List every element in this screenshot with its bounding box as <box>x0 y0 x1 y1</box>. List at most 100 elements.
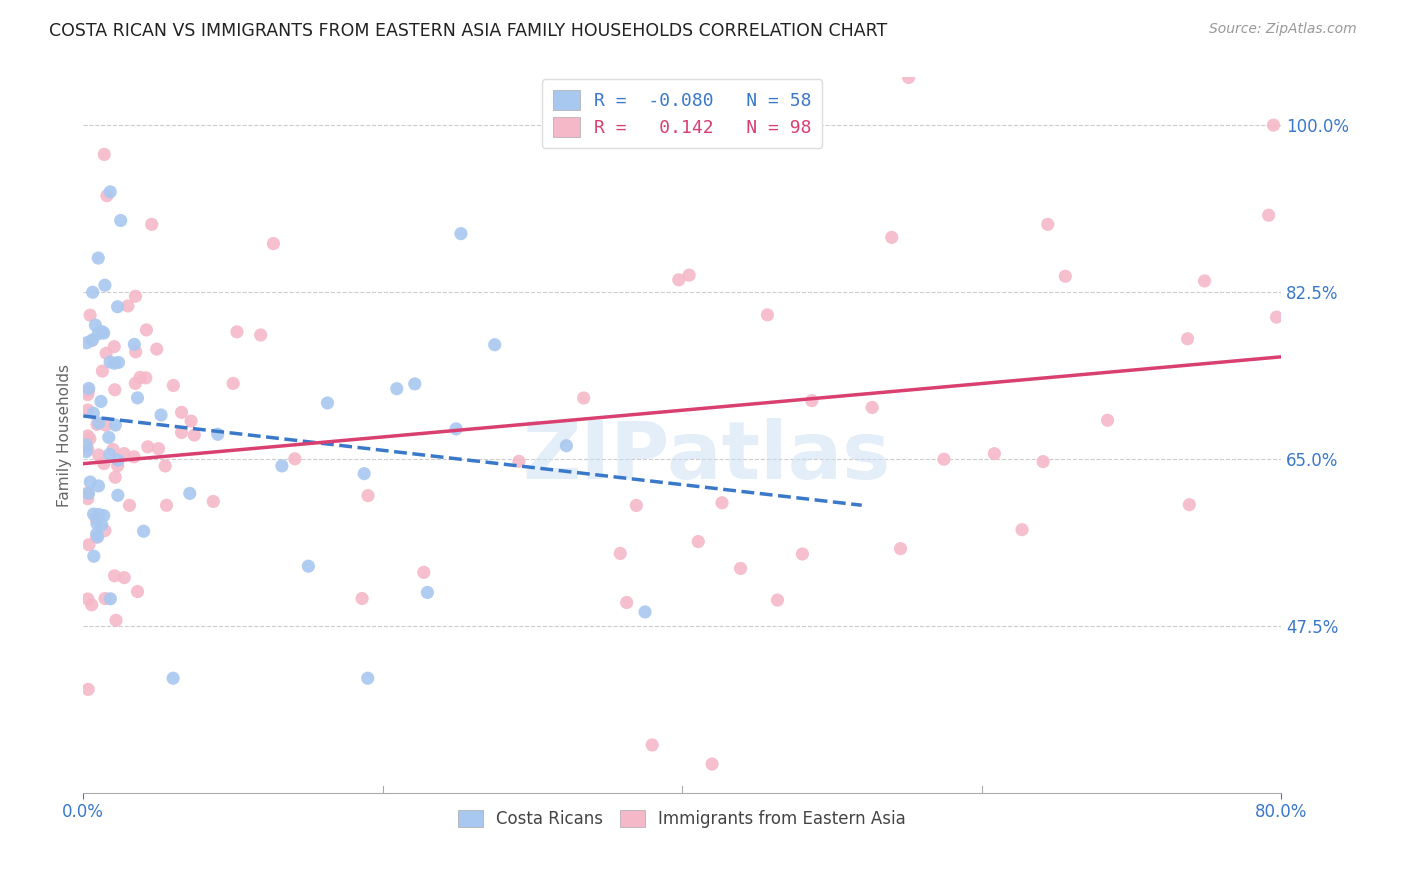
Point <box>77 381 100 395</box>
Point <box>77 384 100 398</box>
Point <box>222 376 245 391</box>
Point <box>668 273 690 287</box>
Point <box>484 337 506 351</box>
Text: COSTA RICAN VS IMMIGRANTS FROM EASTERN ASIA FAMILY HOUSEHOLDS CORRELATION CHART: COSTA RICAN VS IMMIGRANTS FROM EASTERN A… <box>49 22 887 40</box>
Point <box>880 230 903 244</box>
Point <box>87 479 110 493</box>
Point <box>94 278 117 293</box>
Point <box>107 300 129 314</box>
Point <box>1265 310 1288 324</box>
Point <box>353 467 375 481</box>
Point <box>155 498 177 512</box>
Point <box>79 308 101 322</box>
Point <box>98 185 121 199</box>
Point <box>897 70 920 85</box>
Point <box>1178 498 1201 512</box>
Point <box>357 489 380 503</box>
Point <box>76 403 98 417</box>
Point <box>688 534 710 549</box>
Point <box>76 387 98 401</box>
Point <box>75 444 97 458</box>
Point <box>86 417 108 432</box>
Point <box>112 571 135 585</box>
Point <box>76 442 98 456</box>
Point <box>416 585 439 599</box>
Point <box>87 251 110 265</box>
Point <box>180 414 202 428</box>
Point <box>127 391 149 405</box>
Point <box>76 335 98 350</box>
Point <box>84 318 107 333</box>
Point <box>86 516 108 531</box>
Point <box>170 405 193 419</box>
Point <box>572 391 595 405</box>
Point <box>626 499 648 513</box>
Point <box>82 285 104 300</box>
Point <box>107 488 129 502</box>
Point <box>1097 413 1119 427</box>
Point <box>162 671 184 685</box>
Point <box>135 371 157 385</box>
Point <box>82 333 104 347</box>
Point <box>249 328 271 343</box>
Point <box>90 394 112 409</box>
Point <box>270 458 292 473</box>
Point <box>86 530 108 544</box>
Point <box>110 213 132 227</box>
Point <box>1263 118 1285 132</box>
Point <box>508 454 530 468</box>
Point <box>792 547 814 561</box>
Point <box>104 418 127 433</box>
Point <box>284 451 307 466</box>
Point <box>104 383 127 397</box>
Point <box>297 559 319 574</box>
Point <box>183 428 205 442</box>
Point <box>77 538 100 552</box>
Point <box>412 566 434 580</box>
Point <box>87 416 110 430</box>
Point <box>79 475 101 489</box>
Point <box>91 364 114 378</box>
Point <box>87 530 110 544</box>
Point <box>1036 218 1059 232</box>
Point <box>98 355 121 369</box>
Point <box>136 440 159 454</box>
Point <box>82 406 104 420</box>
Point <box>93 508 115 523</box>
Point <box>179 486 201 500</box>
Point <box>76 491 98 506</box>
Legend: Costa Ricans, Immigrants from Eastern Asia: Costa Ricans, Immigrants from Eastern As… <box>451 803 912 834</box>
Point <box>107 453 129 467</box>
Point <box>107 458 129 473</box>
Point <box>117 299 139 313</box>
Point <box>94 591 117 606</box>
Point <box>352 591 374 606</box>
Point <box>90 517 112 532</box>
Point <box>555 439 578 453</box>
Point <box>889 541 911 556</box>
Point <box>79 432 101 446</box>
Point <box>77 682 100 697</box>
Point <box>87 448 110 462</box>
Point <box>94 524 117 538</box>
Point <box>711 496 734 510</box>
Point <box>170 425 193 440</box>
Y-axis label: Family Households: Family Households <box>58 364 72 507</box>
Point <box>86 526 108 541</box>
Point <box>800 393 823 408</box>
Point <box>262 236 284 251</box>
Point <box>104 470 127 484</box>
Point <box>77 486 100 500</box>
Point <box>150 408 173 422</box>
Text: ZIPatlas: ZIPatlas <box>522 417 890 495</box>
Point <box>385 382 408 396</box>
Point <box>609 546 631 560</box>
Point <box>129 370 152 384</box>
Point <box>641 738 664 752</box>
Point <box>616 595 638 609</box>
Point <box>97 430 120 444</box>
Point <box>153 458 176 473</box>
Point <box>125 344 148 359</box>
Point <box>107 355 129 369</box>
Point <box>932 452 955 467</box>
